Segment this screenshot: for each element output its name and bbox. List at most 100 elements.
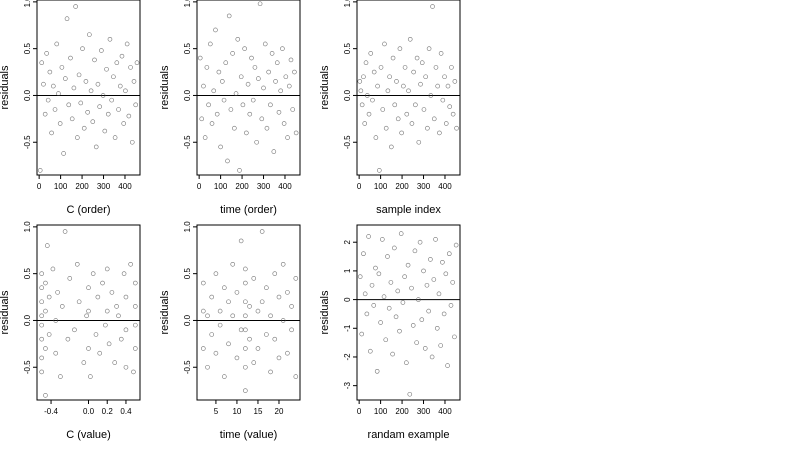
data-point (37, 168, 43, 173)
y-tick-label: -0.5 (183, 135, 192, 149)
data-point (81, 125, 87, 131)
data-point (383, 337, 389, 343)
data-point (217, 322, 223, 328)
data-point (419, 317, 425, 322)
data-point (90, 119, 96, 124)
data-point (286, 83, 292, 89)
data-point (421, 268, 426, 274)
data-point (268, 102, 273, 108)
data-point (438, 51, 444, 56)
data-point (226, 341, 231, 347)
data-point (234, 290, 240, 295)
scatter-panel-4: -0.4 0.0 0.2 0.4 -0.5 0.0 0.5 1.0 C (value) resid… (0, 221, 141, 441)
y-tick-label: -0.5 (183, 360, 192, 374)
data-point (245, 81, 251, 87)
data-point (133, 280, 138, 286)
data-point (208, 41, 213, 47)
data-point (45, 97, 51, 103)
data-point (84, 313, 89, 319)
data-point (232, 125, 237, 131)
data-point (56, 91, 61, 96)
data-point (226, 299, 231, 305)
x-tick-label: 400 (438, 182, 452, 191)
data-point (373, 265, 378, 271)
y-tick-label: -2 (343, 353, 352, 361)
data-point (66, 102, 72, 108)
data-point (289, 304, 294, 309)
data-point (242, 46, 247, 51)
data-point (271, 149, 277, 154)
plot-frame (36, 224, 141, 401)
data-point (407, 391, 413, 397)
data-point (99, 48, 104, 53)
data-point (201, 280, 206, 286)
data-point (280, 46, 285, 51)
data-point (440, 97, 446, 103)
data-point (104, 66, 109, 72)
data-point (359, 331, 365, 337)
data-point (395, 288, 401, 294)
data-point (76, 72, 82, 78)
y-axis-label: residuals (0, 290, 11, 335)
data-point (225, 158, 230, 164)
data-point (39, 60, 45, 66)
data-point (111, 74, 116, 80)
data-point (39, 369, 44, 375)
data-point (58, 374, 63, 379)
data-point (206, 102, 211, 108)
data-point (250, 97, 256, 103)
x-tick-label: 20 (275, 407, 284, 416)
x-tick-label: 300 (257, 182, 271, 191)
data-point (41, 81, 46, 87)
data-point (276, 109, 282, 115)
data-point (59, 65, 65, 70)
data-point (364, 93, 370, 98)
data-point (76, 299, 82, 305)
data-point (43, 280, 48, 286)
data-point (361, 74, 366, 80)
data-point (199, 116, 205, 122)
data-point (93, 144, 99, 150)
data-point (243, 313, 248, 319)
data-point (377, 168, 382, 173)
data-point (243, 364, 248, 370)
data-point (366, 234, 371, 239)
data-point (235, 37, 241, 42)
data-point (234, 355, 240, 361)
data-point (64, 16, 70, 22)
data-point (431, 277, 437, 282)
data-point (452, 79, 458, 84)
data-point (409, 285, 414, 291)
data-point (251, 360, 257, 365)
data-point (416, 297, 421, 302)
data-point (378, 65, 384, 70)
data-point (129, 139, 135, 145)
data-point (392, 102, 398, 108)
plot-frame (196, 0, 301, 176)
data-point (243, 388, 248, 393)
data-point (126, 113, 132, 119)
data-point (437, 130, 442, 136)
data-point (453, 242, 459, 248)
plot-frame (356, 224, 461, 401)
data-point (421, 107, 427, 112)
data-point (123, 327, 129, 333)
data-point (43, 308, 48, 314)
data-point (268, 313, 273, 319)
x-tick-label: 0.0 (83, 407, 95, 416)
data-point (116, 313, 121, 319)
data-point (213, 27, 218, 33)
data-point (103, 322, 108, 328)
data-point (368, 348, 373, 354)
data-point (117, 83, 123, 89)
data-point (249, 55, 254, 61)
data-point (280, 262, 286, 267)
y-tick-label: 1 (343, 268, 352, 273)
data-point (97, 350, 103, 356)
data-point (370, 97, 375, 103)
data-point (266, 69, 271, 75)
data-point (402, 274, 407, 279)
data-point (425, 125, 430, 131)
data-point (57, 121, 63, 126)
